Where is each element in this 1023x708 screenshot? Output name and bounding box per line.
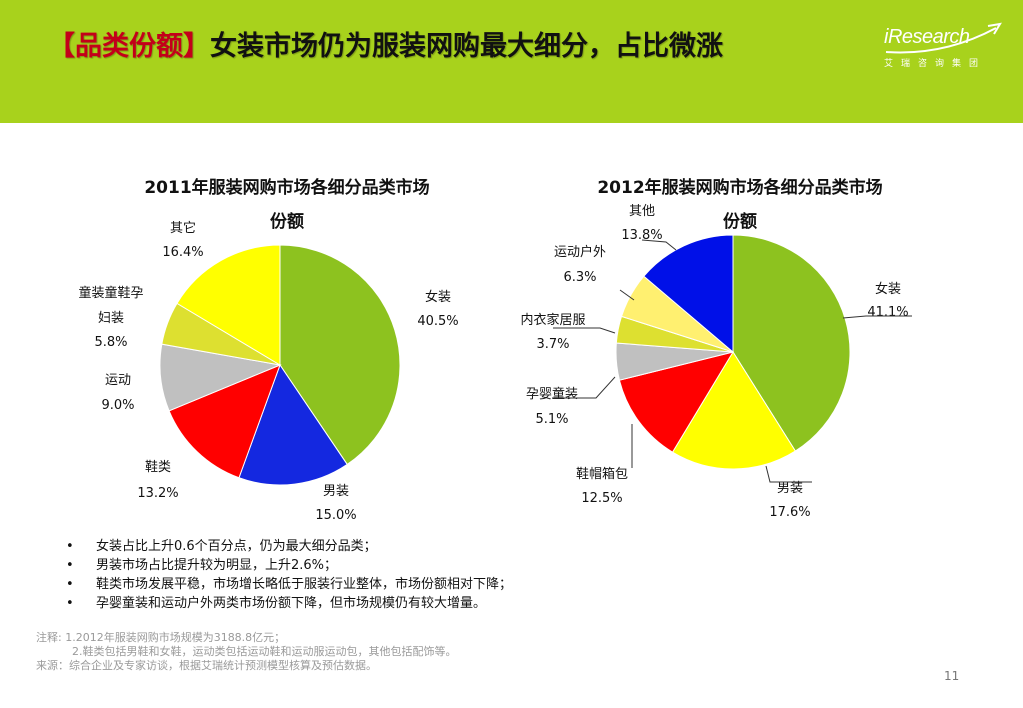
pie-2012-label-value-2: 12.5% xyxy=(581,491,622,506)
pie-2011-slice-5 xyxy=(176,244,281,366)
footnote-line1: 注释: 1.2012年服装网购市场规模为3188.8亿元； xyxy=(36,631,286,644)
finding-item: 鞋类市场发展平稳，市场增长略低于服装行业整体，市场份额相对下降； xyxy=(62,575,512,594)
pie-2011-label-name-5: 其它 xyxy=(170,220,196,236)
leader-line-nanzhuang xyxy=(765,465,812,483)
pie-2012-label-value-4: 3.7% xyxy=(536,337,569,352)
leader-line-yunying xyxy=(552,376,616,399)
pie-2012-slice-2 xyxy=(618,351,735,453)
leader-line-yundong xyxy=(619,289,635,301)
footnotes: 注释: 1.2012年服装网购市场规模为3188.8亿元； 2.鞋类包括男鞋和女… xyxy=(36,631,457,673)
pie-2012-slice-0 xyxy=(732,234,851,452)
pie-2011-label-value-5: 16.4% xyxy=(162,245,203,260)
pie-2012-label-value-6: 13.8% xyxy=(621,228,662,243)
pie-2011 xyxy=(159,244,401,486)
header-banner: 【品类份额】女装市场仍为服装网购最大细分，占比微涨 iResearch 艾瑞咨询… xyxy=(0,0,1023,123)
pie-2011-label-name-4b: 妇装 xyxy=(98,310,124,326)
finding-item: 孕婴童装和运动户外两类市场份额下降，但市场规模仍有较大增量。 xyxy=(62,594,512,613)
pie-2011-slice-0 xyxy=(279,244,401,466)
pie-2012-label-value-1: 17.6% xyxy=(769,505,810,520)
pie-2012-label-name-3: 孕婴童装 xyxy=(526,386,578,402)
pie-2012-label-name-4: 内衣家居服 xyxy=(520,312,585,328)
pie-2012-slice-1 xyxy=(671,351,797,470)
pie-2011-label-value-2: 13.2% xyxy=(137,486,178,501)
pie-2011-label-name-4a: 童装童鞋孕 xyxy=(78,285,143,301)
logo-sub-text: 艾瑞咨询集团 xyxy=(884,59,987,69)
pie-2012-leader-lines xyxy=(552,239,912,483)
findings-list: 女装占比上升0.6个百分点，仍为最大细分品类； 男装市场占比提升较为明显，上升2… xyxy=(62,537,512,613)
pie-2011-label-value-0: 40.5% xyxy=(417,314,458,329)
footnote-line2: 2.鞋类包括男鞋和女鞋，运动类包括运动鞋和运动服运动包，其他包括配饰等。 xyxy=(72,645,457,658)
pie-2011-label-value-1: 15.0% xyxy=(315,508,356,523)
pie-2011-slice-2 xyxy=(168,364,281,479)
pie-2012-slice-6 xyxy=(643,234,734,354)
pie-2011-slice-1 xyxy=(238,363,348,486)
page-title: 【品类份额】女装市场仍为服装网购最大细分，占比微涨 xyxy=(48,24,723,63)
chart-2012-title: 2012年服装网购市场各细分品类市场 份额 xyxy=(560,171,920,239)
pie-2011-label-name-3: 运动 xyxy=(105,373,131,388)
logo-swoosh-icon xyxy=(885,22,1002,54)
title-category-tag: 【品类份额】 xyxy=(48,31,210,62)
pie-2012-label-value-0: 41.1% xyxy=(867,305,908,320)
pie-2012-label-value-5: 6.3% xyxy=(563,270,596,285)
leader-line-neiyi xyxy=(553,327,616,334)
footnote-source: 来源：综合企业及专家访谈，根据艾瑞统计预测模型核算及预估数据。 xyxy=(36,659,377,672)
chart-2011-title-line2: 份额 xyxy=(270,212,304,232)
chart-2012-title-line2: 份额 xyxy=(723,212,757,232)
pie-2012-label-value-3: 5.1% xyxy=(535,412,568,427)
page-number: 11 xyxy=(944,669,960,683)
pie-2011-label-value-4: 5.8% xyxy=(94,335,127,350)
pie-2012-label-name-2: 鞋帽箱包 xyxy=(576,466,628,482)
title-headline: 女装市场仍为服装网购最大细分，占比微涨 xyxy=(210,31,723,62)
leader-line-nvzhuang xyxy=(842,315,912,319)
pie-2012-label-name-5: 运动户外 xyxy=(554,244,606,260)
pie-2012-label-name-0: 女装 xyxy=(875,281,901,297)
pie-2012-label-name-1: 男装 xyxy=(777,481,803,496)
logo-brand-text: iResearch xyxy=(884,26,970,48)
pie-2012-label-name-6: 其他 xyxy=(629,204,655,219)
pie-2011-label-name-1: 男装 xyxy=(323,484,349,499)
pie-2011-label-value-3: 9.0% xyxy=(101,398,134,413)
iresearch-logo: iResearch 艾瑞咨询集团 xyxy=(884,22,1004,72)
pie-2011-label-name-0: 女装 xyxy=(425,289,451,305)
pie-2012 xyxy=(615,234,851,470)
finding-item: 女装占比上升0.6个百分点，仍为最大细分品类； xyxy=(62,537,512,556)
chart-2011-title-line1: 2011年服装网购市场各细分品类市场 xyxy=(144,178,430,198)
leader-line-qita xyxy=(641,239,677,251)
pie-2011-label-name-2: 鞋类 xyxy=(145,459,171,475)
chart-2011-title: 2011年服装网购市场各细分品类市场 份额 xyxy=(107,171,467,239)
finding-item: 男装市场占比提升较为明显，上升2.6%； xyxy=(62,556,512,575)
chart-2012-title-line1: 2012年服装网购市场各细分品类市场 xyxy=(597,178,883,198)
